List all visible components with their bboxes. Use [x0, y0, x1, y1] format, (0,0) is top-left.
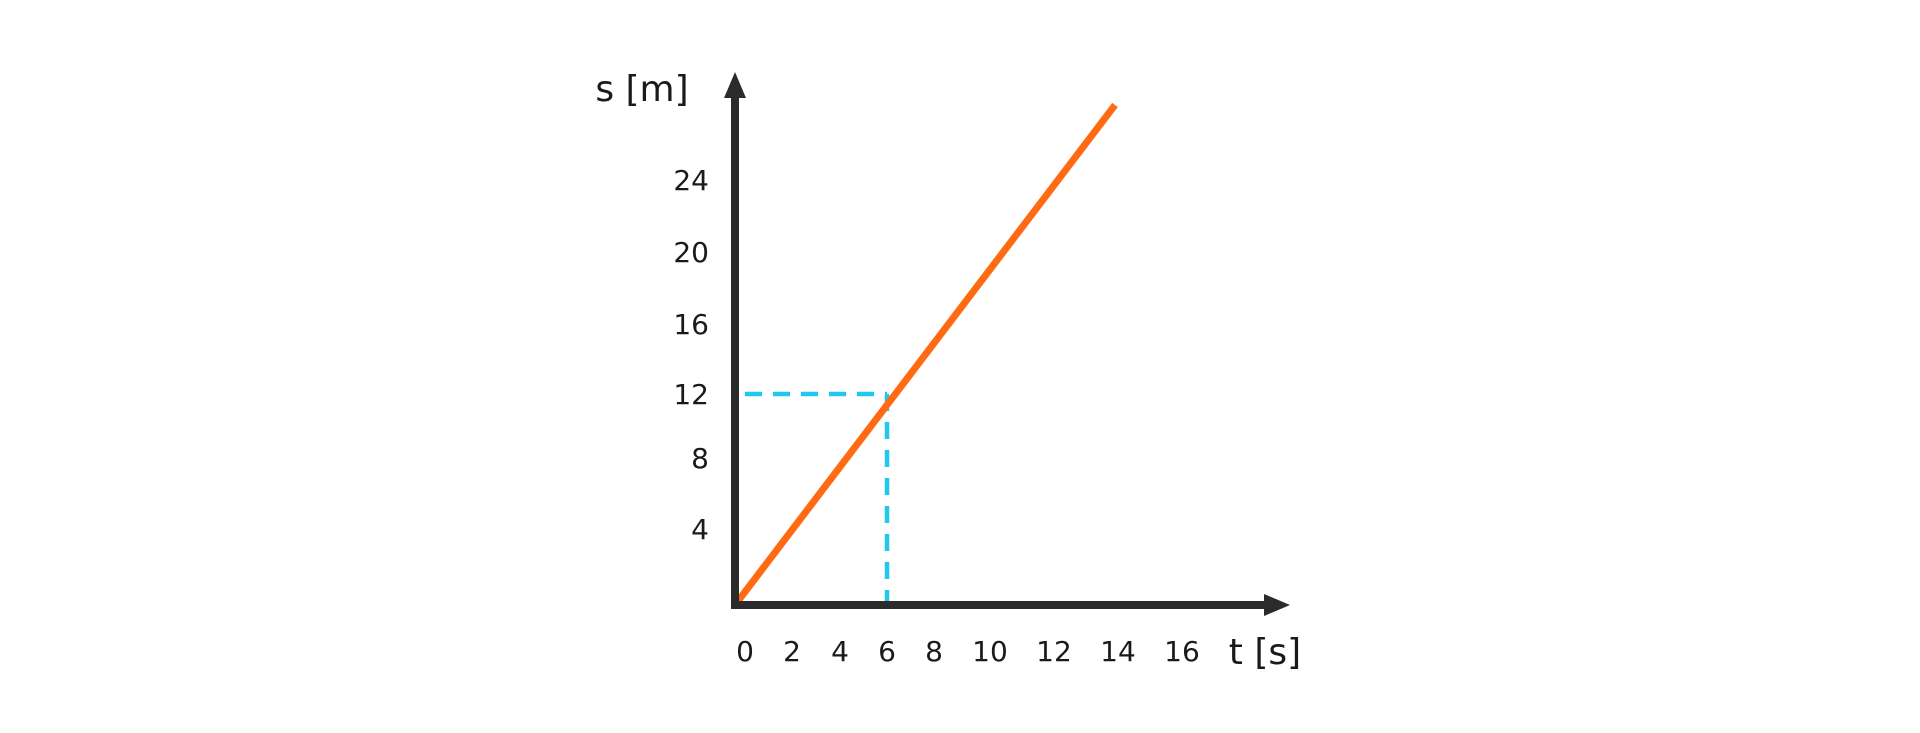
- x-tick-label: 6: [878, 635, 896, 668]
- x-tick-label: 0: [736, 635, 754, 668]
- x-tick-label: 4: [831, 635, 849, 668]
- x-axis-label: t [s]: [1229, 632, 1301, 673]
- y-tick-label: 12: [673, 378, 709, 411]
- y-tick-label: 16: [673, 308, 709, 341]
- series-line: [732, 102, 1118, 608]
- y-tick-label: 20: [673, 236, 709, 269]
- y-tick-label: 8: [691, 442, 709, 475]
- series-layer: [732, 102, 1118, 608]
- x-tick-label: 2: [783, 635, 801, 668]
- y-tick-labels: 4 8 12 16 20 24: [673, 164, 709, 546]
- x-tick-label: 8: [925, 635, 943, 668]
- x-tick-label: 16: [1164, 635, 1200, 668]
- dashed-guides: [745, 391, 890, 601]
- x-tick-labels: 0 2 4 6 8 10 12 14 16: [736, 635, 1200, 668]
- axes: [724, 72, 1290, 616]
- x-tick-label: 10: [972, 635, 1008, 668]
- x-tick-label: 14: [1100, 635, 1136, 668]
- x-axis-arrow: [1264, 594, 1290, 616]
- y-axis-label: s [m]: [595, 69, 688, 110]
- y-tick-label: 4: [691, 513, 709, 546]
- x-tick-label: 12: [1036, 635, 1072, 668]
- y-axis-arrow: [724, 72, 746, 98]
- y-tick-label: 24: [673, 164, 709, 197]
